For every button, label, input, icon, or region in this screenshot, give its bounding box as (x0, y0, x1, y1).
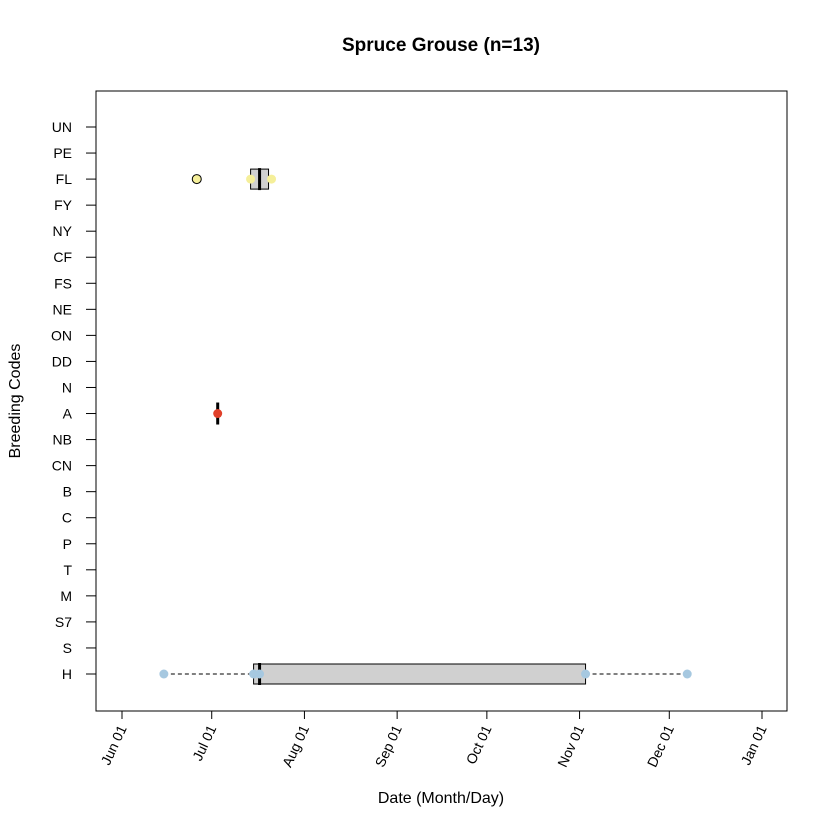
chart-title: Spruce Grouse (n=13) (342, 35, 540, 56)
x-tick-label: Jun 01 (97, 722, 129, 767)
x-tick-label: Dec 01 (644, 722, 677, 769)
x-tick-label: Jan 01 (737, 722, 769, 767)
y-tick-label: T (63, 562, 72, 578)
x-axis-label: Date (Month/Day) (378, 790, 504, 807)
y-tick-label: P (63, 536, 72, 552)
y-tick-label: B (63, 484, 72, 500)
y-tick-label: PE (53, 145, 72, 161)
y-tick-label: FS (54, 275, 72, 291)
y-tick-label: NY (53, 223, 73, 239)
box-h (159, 663, 692, 685)
data-point (255, 669, 265, 679)
y-tick-label: A (63, 406, 73, 422)
x-tick-label: Sep 01 (372, 722, 405, 769)
y-tick-label: CF (53, 249, 72, 265)
data-point (267, 174, 277, 184)
data-point (682, 669, 692, 679)
y-tick-label: CN (52, 458, 72, 474)
y-tick-label: N (62, 379, 72, 395)
y-tick-label: S (63, 640, 72, 656)
y-tick-label: UN (52, 119, 72, 135)
data-point (159, 669, 169, 679)
box-fl (191, 168, 277, 191)
y-tick-label: FL (56, 171, 73, 187)
y-tick-label: S7 (55, 614, 72, 630)
x-tick-label: Aug 01 (279, 722, 312, 769)
y-axis-label: Breeding Codes (7, 344, 24, 459)
y-tick-label: NB (53, 432, 72, 448)
data-point (581, 669, 591, 679)
box-a (213, 402, 223, 425)
box (253, 663, 587, 685)
plot-frame (95, 90, 788, 712)
data-point (246, 174, 256, 184)
x-tick-label: Jul 01 (189, 722, 219, 763)
outlier-point (191, 174, 202, 185)
y-tick-label: M (60, 588, 72, 604)
y-tick-label: FY (54, 197, 73, 213)
x-tick-label: Oct 01 (463, 722, 495, 766)
y-tick-label: C (62, 510, 72, 526)
y-tick-label: H (62, 666, 72, 682)
y-tick-label: ON (51, 327, 72, 343)
y-tick-label: NE (53, 301, 72, 317)
data-point (213, 409, 223, 419)
x-tick-label: Nov 01 (554, 722, 587, 769)
y-tick-label: DD (52, 353, 72, 369)
